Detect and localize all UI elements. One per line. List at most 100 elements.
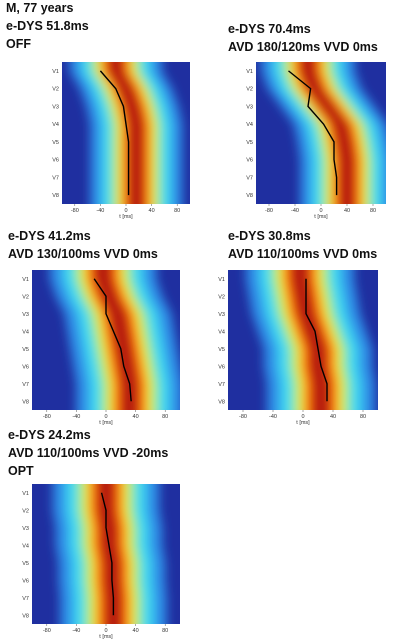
panel-heading: AVD 130/100ms VVD 0ms — [8, 247, 158, 261]
activation-line — [93, 278, 132, 402]
row-label: V3 — [218, 312, 225, 318]
heat-layers — [52, 484, 167, 624]
panel-heading: e-DYS 51.8ms — [6, 19, 89, 33]
panel: e-DYS 30.8ms AVD 110/100ms VVD 0ms V1 V2 V3 V… — [218, 229, 378, 426]
heatmap — [256, 62, 386, 204]
heat-layers — [69, 62, 183, 204]
row-label: V4 — [246, 122, 253, 128]
x-axis-label: t [ms] — [314, 214, 328, 220]
panel-heading: AVD 110/100ms VVD 0ms — [228, 247, 377, 261]
row-label: V8 — [22, 399, 29, 405]
row-label: V3 — [52, 104, 59, 110]
row-label: V3 — [22, 312, 29, 318]
row-label: V8 — [218, 399, 225, 405]
panel-heading: e-DYS 70.4ms — [228, 22, 311, 36]
panel: e-DYS 24.2ms AVD 110/100ms VVD -20ms OPT V1… — [8, 428, 180, 639]
row-label: V1 — [218, 277, 225, 283]
heatmap — [32, 270, 180, 410]
x-tick-label: -80 — [71, 208, 79, 214]
row-label: V6 — [52, 158, 59, 164]
row-label: V5 — [218, 347, 225, 353]
row-label: V6 — [218, 364, 225, 370]
x-tick-label: 80 — [162, 628, 168, 634]
x-tick-label: 80 — [360, 414, 366, 420]
row-label: V1 — [52, 69, 59, 75]
x-tick-label: 40 — [149, 208, 155, 214]
x-tick-label: 40 — [344, 208, 350, 214]
row-label: V2 — [52, 87, 59, 93]
x-tick-label: -40 — [72, 628, 80, 634]
x-tick-label: 40 — [330, 414, 336, 420]
row-label: V3 — [22, 526, 29, 532]
row-label: V4 — [22, 329, 29, 335]
row-label: V6 — [22, 578, 29, 584]
x-tick-label: -40 — [291, 208, 299, 214]
x-tick-label: -40 — [269, 414, 277, 420]
row-label: V4 — [22, 543, 29, 549]
x-axis-label: t [ms] — [119, 214, 133, 220]
row-label: V6 — [22, 364, 29, 370]
x-tick-label: -40 — [96, 208, 104, 214]
heatmap — [62, 62, 190, 204]
x-tick-label: -80 — [265, 208, 273, 214]
x-tick-label: -80 — [43, 414, 51, 420]
row-label: V5 — [22, 561, 29, 567]
x-tick-label: 0 — [124, 208, 127, 214]
row-label: V3 — [246, 104, 253, 110]
x-tick-label: 80 — [162, 414, 168, 420]
x-tick-label: 40 — [133, 414, 139, 420]
panel-heading: M, 77 years — [6, 1, 73, 15]
row-label: V2 — [22, 508, 29, 514]
row-label: V2 — [218, 294, 225, 300]
row-label: V7 — [218, 382, 225, 388]
x-tick-label: 0 — [104, 414, 107, 420]
x-tick-label: 80 — [174, 208, 180, 214]
row-label: V7 — [22, 382, 29, 388]
row-label: V5 — [246, 140, 253, 146]
heat-layers — [246, 270, 375, 410]
row-label: V2 — [22, 294, 29, 300]
heatmap — [32, 484, 180, 624]
row-label: V8 — [22, 613, 29, 619]
panel-heading: AVD 110/100ms VVD -20ms — [8, 446, 168, 460]
x-tick-label: 0 — [104, 628, 107, 634]
row-label: V4 — [52, 122, 59, 128]
activation-line — [99, 70, 130, 196]
heat-band — [98, 484, 121, 624]
row-label: V4 — [218, 329, 225, 335]
panel: e-DYS 70.4ms AVD 180/120ms VVD 0ms V1 V2 V3 V… — [228, 22, 386, 220]
x-tick-label: 0 — [301, 414, 304, 420]
row-label: V7 — [52, 175, 59, 181]
panel-heading: OFF — [6, 37, 31, 51]
x-tick-label: -80 — [43, 628, 51, 634]
row-label: V6 — [246, 158, 253, 164]
row-label: V7 — [246, 175, 253, 181]
panel-heading: OPT — [8, 464, 34, 478]
activation-line — [100, 492, 115, 616]
x-axis-label: t [ms] — [99, 420, 113, 426]
row-label: V7 — [22, 596, 29, 602]
x-tick-label: -80 — [239, 414, 247, 420]
row-label: V8 — [246, 193, 253, 199]
x-tick-label: 0 — [319, 208, 322, 214]
x-axis-label: t [ms] — [296, 420, 310, 426]
activation-line — [305, 278, 328, 402]
row-label: V8 — [52, 193, 59, 199]
activation-line — [288, 70, 338, 196]
x-tick-label: 40 — [133, 628, 139, 634]
panel-heading: AVD 180/120ms VVD 0ms — [228, 40, 378, 54]
row-label: V5 — [22, 347, 29, 353]
x-axis-label: t [ms] — [99, 634, 113, 639]
panel-heading: e-DYS 41.2ms — [8, 229, 91, 243]
heat-band — [292, 270, 329, 410]
row-label: V1 — [246, 69, 253, 75]
panel-heading: e-DYS 30.8ms — [228, 229, 311, 243]
row-label: V1 — [22, 277, 29, 283]
row-label: V1 — [22, 491, 29, 497]
panel: M, 77 years e-DYS 51.8ms OFF V1 V2 V3 V4 V5 V6 V7… — [6, 1, 190, 220]
heat-band — [109, 62, 143, 204]
heatmap — [228, 270, 378, 410]
row-label: V2 — [246, 87, 253, 93]
row-label: V5 — [52, 140, 59, 146]
